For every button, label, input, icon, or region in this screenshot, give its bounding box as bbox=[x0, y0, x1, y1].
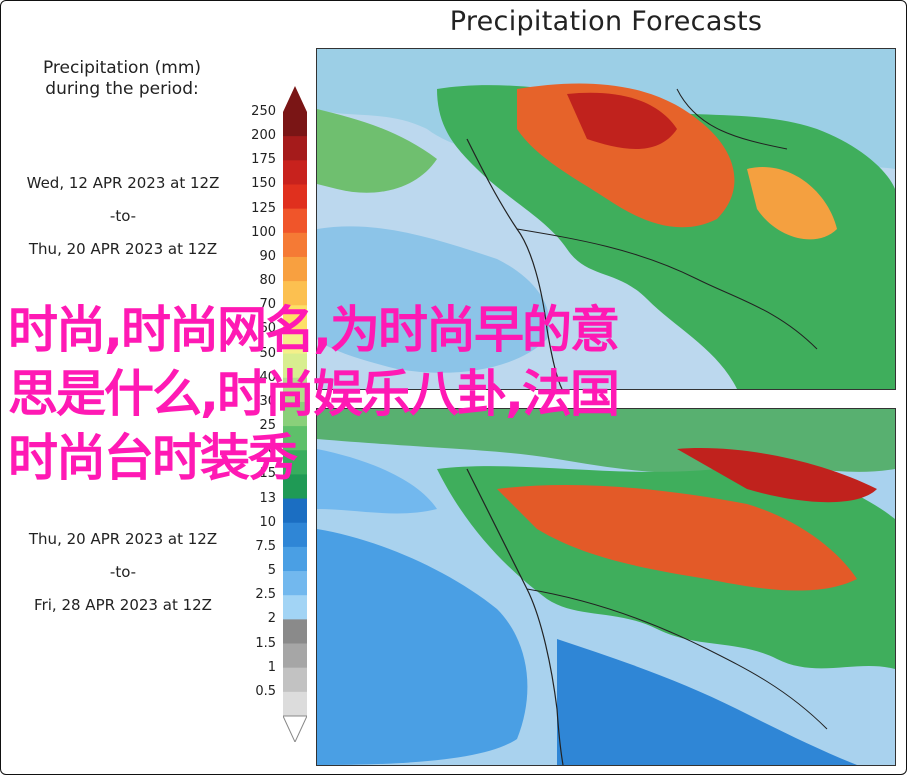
colorbar-bottom-arrow bbox=[283, 715, 307, 742]
period-2-start: Thu, 20 APR 2023 at 12Z bbox=[28, 530, 218, 548]
colorbar-tick-label: 100 bbox=[251, 224, 276, 240]
period-1-sep: -to- bbox=[109, 207, 137, 225]
colorbar-swatch bbox=[283, 546, 307, 572]
colorbar-swatch bbox=[283, 426, 307, 451]
colorbar-swatch bbox=[283, 691, 307, 717]
watermark-overlay-text: 时尚,时尚网名,为时尚早的意 思是什么,时尚娱乐八卦,法国 时尚台时装秀 bbox=[8, 298, 828, 490]
colorbar-tick-label: 40 bbox=[259, 369, 276, 385]
colorbar-tick-label: 25 bbox=[259, 418, 276, 434]
colorbar-tick-label: 200 bbox=[251, 128, 276, 144]
colorbar-tick-label: 150 bbox=[251, 176, 276, 192]
colorbar-swatch bbox=[283, 498, 307, 524]
colorbar-swatch bbox=[283, 329, 307, 355]
colorbar-top-arrow bbox=[283, 86, 307, 112]
colorbar-tick-label: 250 bbox=[251, 104, 276, 119]
colorbar-tick-label: 125 bbox=[251, 200, 276, 216]
colorbar-swatch bbox=[283, 667, 307, 693]
colorbar-tick-label: 60 bbox=[259, 321, 276, 337]
map-week2-image bbox=[317, 409, 895, 765]
colorbar-tick-label: 0.5 bbox=[255, 683, 276, 699]
colorbar-tick-label: 90 bbox=[259, 248, 276, 264]
colorbar-tick-label: 70 bbox=[259, 297, 276, 313]
colorbar-tick-label: 5 bbox=[267, 563, 276, 579]
colorbar-tick-label: 1.5 bbox=[255, 635, 276, 651]
legend-header-line2: during the period: bbox=[45, 79, 199, 99]
colorbar-swatch bbox=[283, 232, 307, 258]
map-week1-image bbox=[317, 49, 895, 389]
colorbar-tick-label: 80 bbox=[259, 273, 276, 289]
colorbar-tick-label: 13 bbox=[259, 490, 276, 506]
colorbar-swatch bbox=[283, 353, 307, 379]
period-1-start: Wed, 12 APR 2023 at 12Z bbox=[26, 174, 220, 192]
colorbar-swatch bbox=[283, 112, 307, 137]
colorbar-tick-label: 2 bbox=[267, 611, 276, 627]
colorbar-swatch bbox=[283, 305, 307, 330]
period-2-end: Fri, 28 APR 2023 at 12Z bbox=[34, 596, 212, 614]
colorbar-swatch bbox=[283, 643, 307, 669]
period-1-end: Thu, 20 APR 2023 at 12Z bbox=[28, 240, 218, 258]
period-2-sep: -to- bbox=[109, 563, 137, 581]
colorbar-swatch bbox=[283, 401, 307, 427]
figure-title: Precipitation Forecasts bbox=[449, 6, 763, 37]
overlay-line3: 时尚台时装秀 bbox=[8, 429, 298, 487]
colorbar-tick-label: 1 bbox=[267, 659, 276, 675]
colorbar-swatch bbox=[283, 595, 307, 620]
overlay-line2: 思是什么,时尚娱乐八卦,法国 bbox=[8, 365, 620, 423]
legend-header: Precipitation (mm) during the period: bbox=[4, 58, 240, 100]
period-1: Wed, 12 APR 2023 at 12Z -to- Thu, 20 APR… bbox=[4, 167, 242, 266]
colorbar-tick-label: 175 bbox=[251, 152, 276, 168]
colorbar-swatch bbox=[283, 571, 307, 596]
colorbar-swatch bbox=[283, 256, 307, 282]
colorbar-tick-label: 10 bbox=[259, 514, 276, 530]
precipitation-colorbar bbox=[283, 86, 307, 742]
colorbar-swatch bbox=[283, 281, 307, 306]
colorbar-swatch bbox=[283, 450, 307, 475]
colorbar-swatch bbox=[283, 474, 307, 500]
forecast-map-week2 bbox=[316, 408, 896, 766]
colorbar-tick-label: 2.5 bbox=[255, 587, 276, 603]
colorbar-swatch bbox=[283, 619, 307, 645]
colorbar-swatch bbox=[283, 160, 307, 185]
colorbar-tick-label: 7.5 bbox=[255, 538, 276, 554]
forecast-map-week1 bbox=[316, 48, 896, 390]
colorbar-tick-label: 20 bbox=[259, 442, 276, 458]
colorbar-tick-label: 30 bbox=[259, 393, 276, 409]
colorbar-tick-label: 50 bbox=[259, 345, 276, 361]
colorbar-swatch bbox=[283, 184, 307, 210]
colorbar-swatch bbox=[283, 522, 307, 548]
colorbar-tick-label: 15 bbox=[259, 466, 276, 482]
period-2: Thu, 20 APR 2023 at 12Z -to- Fri, 28 APR… bbox=[4, 523, 242, 622]
colorbar-swatch bbox=[283, 136, 307, 161]
overlay-line1: 时尚,时尚网名,为时尚早的意 bbox=[8, 301, 620, 359]
legend-header-line1: Precipitation (mm) bbox=[42, 58, 202, 78]
colorbar-swatch bbox=[283, 377, 307, 403]
colorbar-swatch bbox=[283, 208, 307, 234]
